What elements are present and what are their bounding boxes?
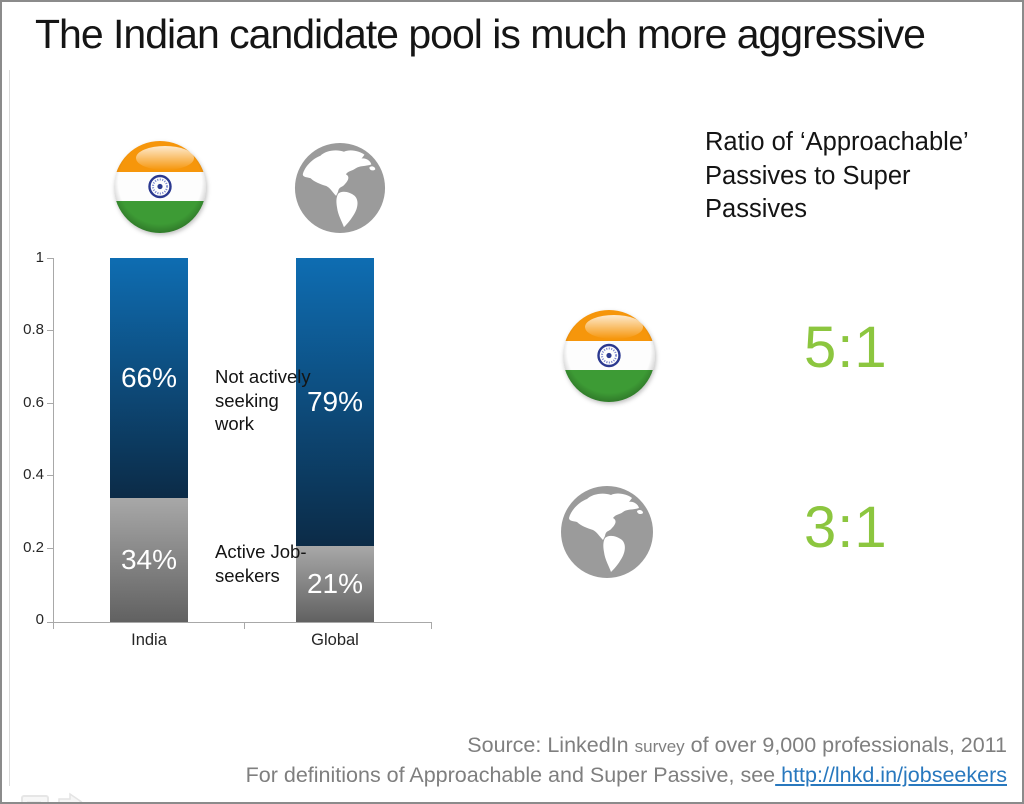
y-axis-tick-label: 1 (35, 249, 44, 266)
source-suffix: of over 9,000 professionals, 2011 (684, 733, 1007, 757)
page-title: The Indian candidate pool is much more a… (35, 11, 926, 57)
share-arrow-icon[interactable] (58, 792, 84, 802)
ratio-value-india: 5:1 (804, 315, 888, 380)
y-axis-tick-label: 0.2 (23, 539, 44, 556)
definitions-text: For definitions of Approachable and Supe… (245, 763, 776, 787)
annotation-active: Active Job-seekers (215, 541, 307, 586)
x-axis-label-india: India (131, 631, 167, 649)
source-note: Source: LinkedIn survey of over 9,000 pr… (27, 731, 1007, 789)
x-axis-line (53, 622, 432, 623)
x-axis-label-global: Global (311, 631, 359, 649)
bar-value-label: 21% (306, 567, 364, 599)
bar-india-segment-active: 34% (110, 498, 188, 622)
bar-value-label: 79% (306, 385, 364, 417)
x-tick-mark (431, 623, 432, 629)
bar-india: 66% 34% (110, 258, 188, 622)
bar-value-label: 34% (120, 544, 178, 576)
y-axis-tick-label: 0.6 (23, 394, 44, 411)
globe-icon (293, 141, 387, 235)
annotation-passive: Not actively seeking work (215, 366, 311, 434)
y-axis-tick-label: 0 (35, 611, 44, 628)
india-flag-icon (112, 139, 208, 235)
bar-global: 79% 21% (296, 258, 374, 622)
source-small-word: survey (634, 737, 685, 756)
source-prefix: Source: LinkedIn (467, 733, 635, 757)
slide-edge-line (9, 70, 10, 786)
y-tick-mark (47, 403, 54, 404)
bar-value-label: 66% (120, 362, 178, 394)
comment-icon[interactable] (21, 795, 49, 802)
y-tick-mark (47, 258, 54, 259)
y-tick-mark (47, 330, 54, 331)
india-flag-icon (561, 308, 657, 404)
bar-india-segment-passive: 66% (110, 258, 188, 499)
jobseekers-link[interactable]: http://lnkd.in/jobseekers (775, 763, 1007, 787)
source-line-1: Source: LinkedIn survey of over 9,000 pr… (27, 731, 1007, 761)
y-tick-mark (47, 622, 54, 623)
bar-global-segment-active: 21% (296, 545, 374, 622)
globe-icon (559, 484, 655, 580)
bar-global-segment-passive: 79% (296, 258, 374, 546)
y-axis-tick-label: 0.4 (23, 466, 44, 483)
x-tick-mark (53, 623, 54, 629)
source-line-2: For definitions of Approachable and Supe… (27, 761, 1007, 789)
y-tick-mark (47, 548, 54, 549)
y-axis-tick-label: 0.8 (23, 321, 44, 338)
x-tick-mark (244, 623, 245, 629)
ratio-panel-heading: Ratio of ‘Approachable’ Passives to Supe… (705, 128, 968, 223)
ratio-value-global: 3:1 (804, 495, 888, 560)
y-tick-mark (47, 475, 54, 476)
y-axis-line (53, 258, 54, 623)
